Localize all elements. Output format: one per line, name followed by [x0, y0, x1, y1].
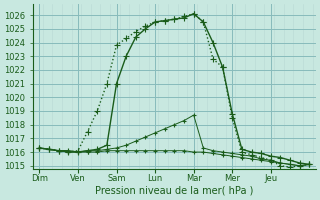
X-axis label: Pression niveau de la mer( hPa ): Pression niveau de la mer( hPa )	[95, 186, 253, 196]
